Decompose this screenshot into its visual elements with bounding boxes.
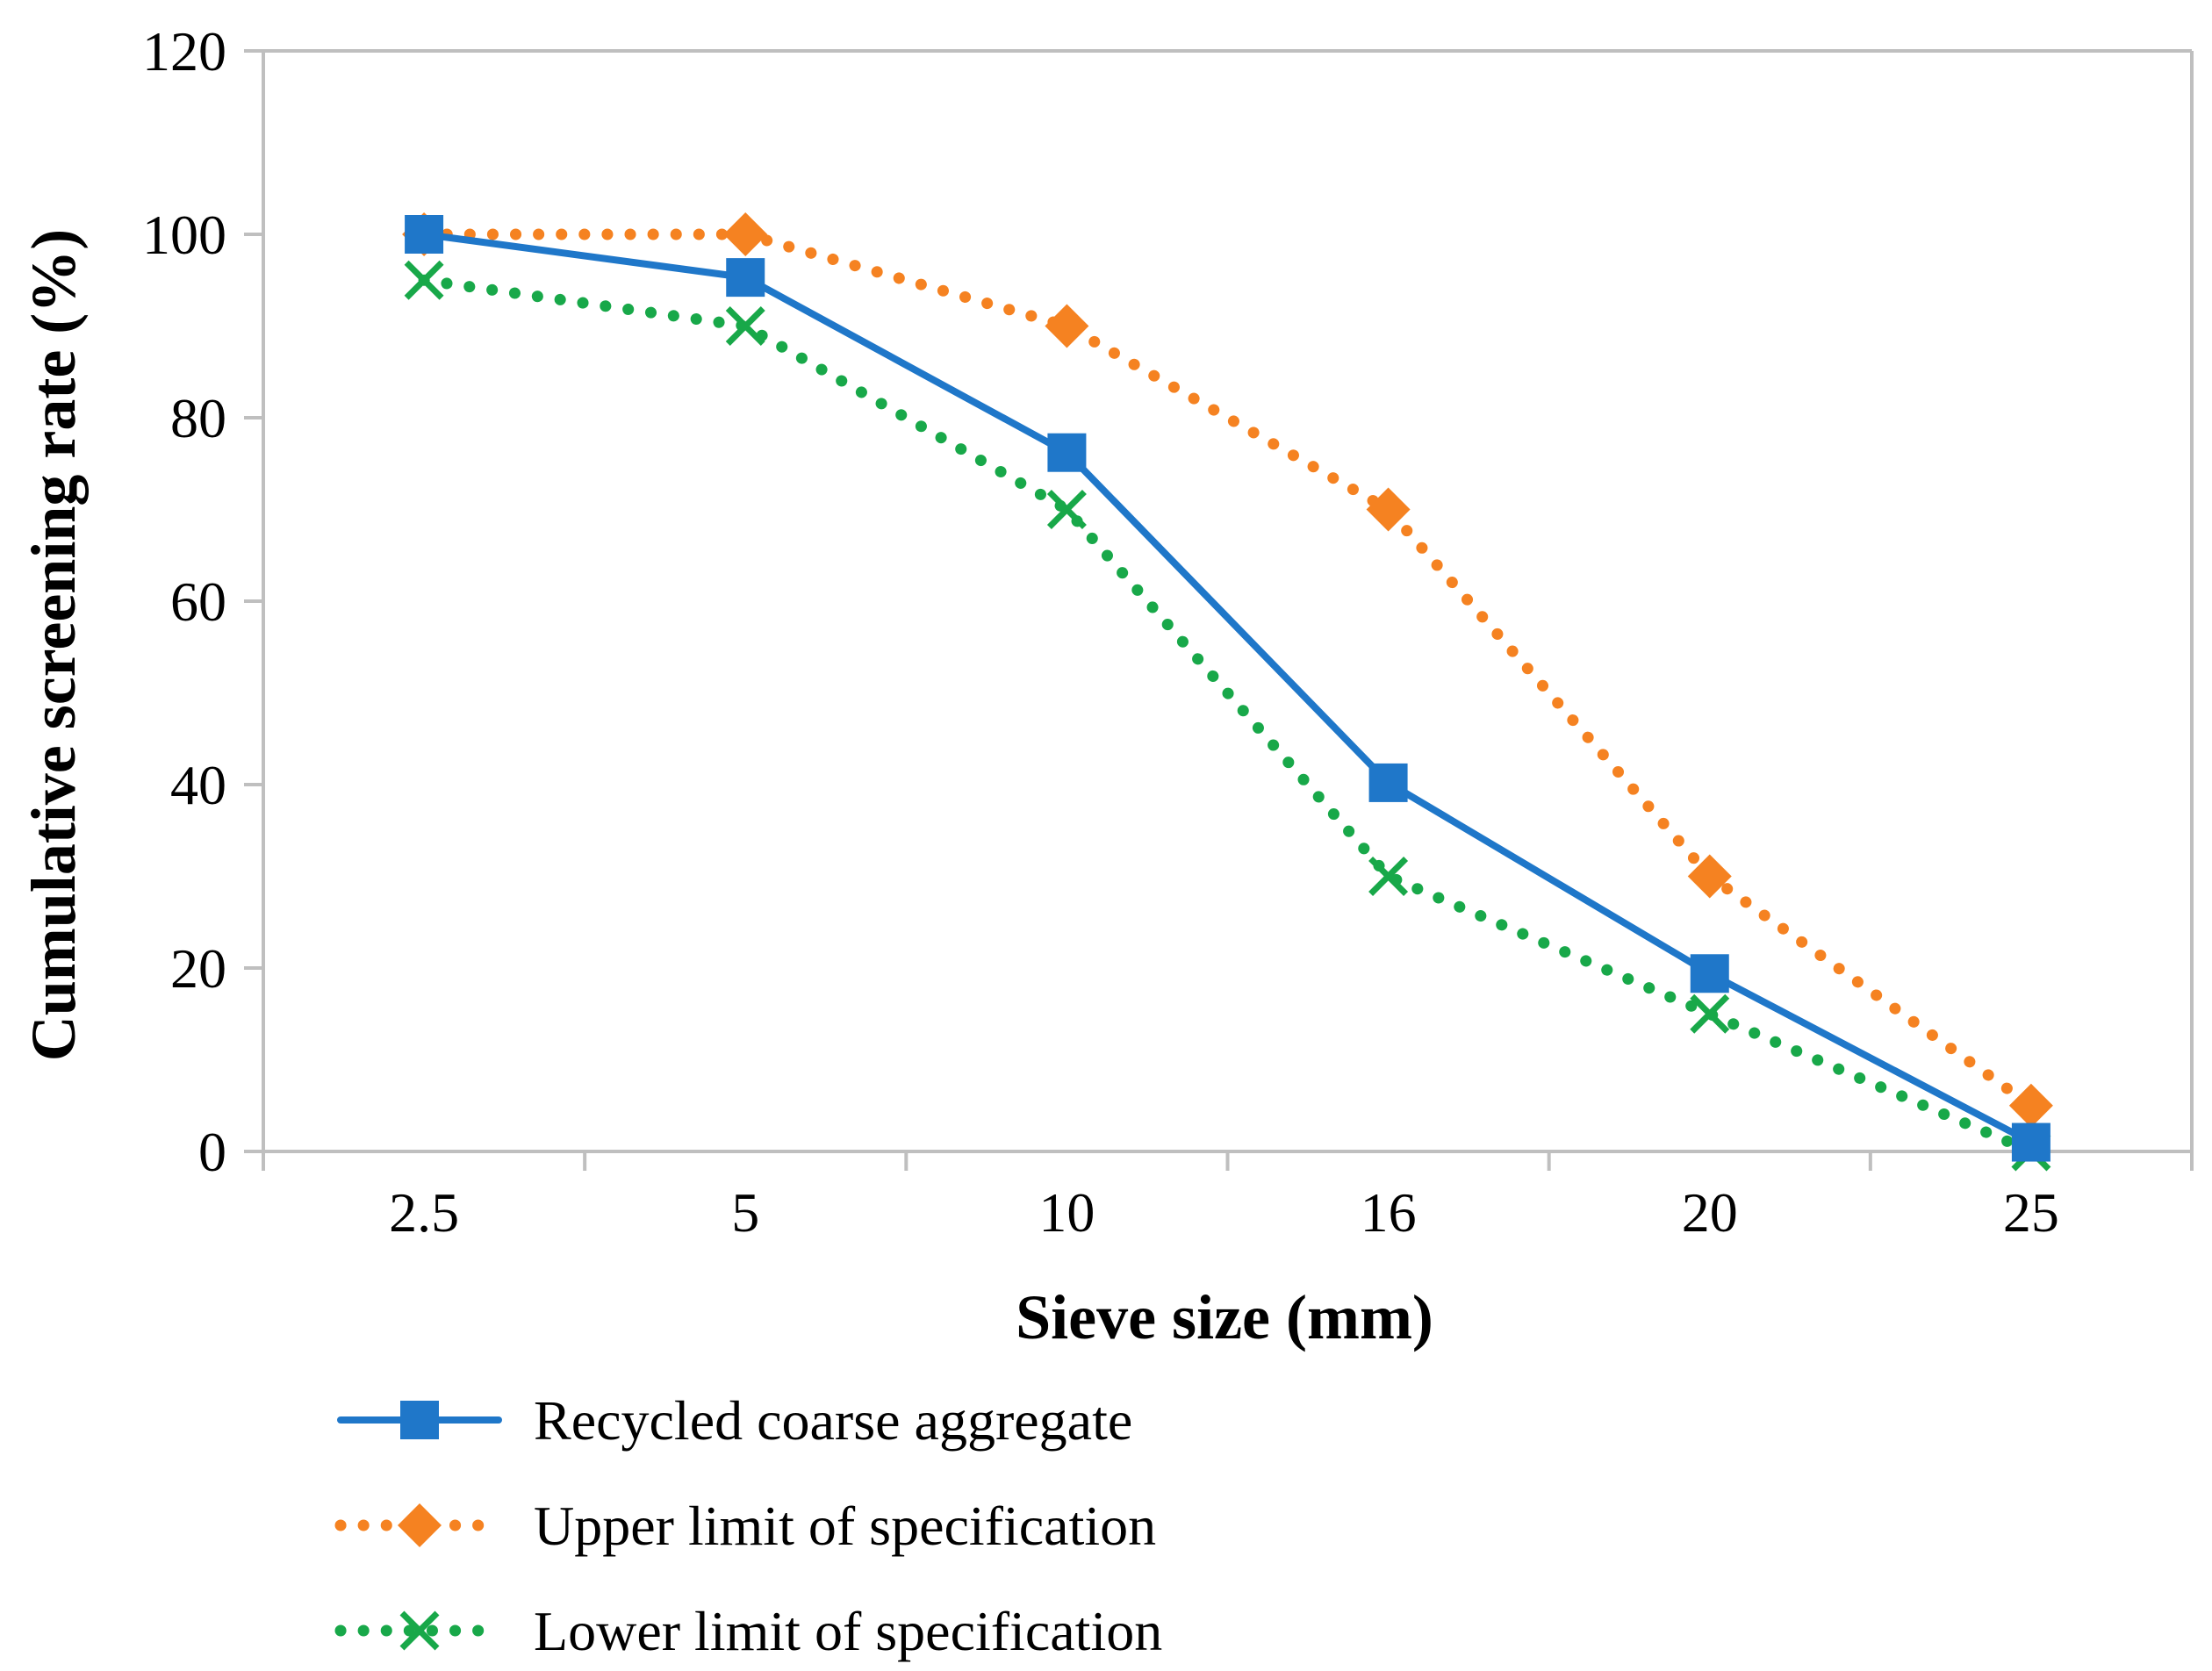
y-tick-label: 0	[198, 1121, 226, 1183]
marker-diamond	[1687, 854, 1732, 899]
legend-label: Upper limit of specification	[534, 1495, 1156, 1557]
x-tick-label: 5	[731, 1181, 759, 1244]
marker-x-stroke	[1046, 490, 1087, 529]
x-tick-label: 25	[2003, 1181, 2059, 1244]
marker-square	[400, 1401, 439, 1439]
marker-x	[1046, 490, 1087, 529]
y-tick-label: 120	[142, 20, 226, 82]
y-tick-label: 100	[142, 204, 226, 266]
marker-diamond	[2008, 1083, 2053, 1128]
y-tick-label: 40	[170, 754, 226, 816]
marker-diamond	[398, 1503, 442, 1547]
marker-x-stroke	[725, 306, 765, 346]
legend-label: Recycled coarse aggregate	[534, 1389, 1132, 1452]
plot-series	[402, 212, 2053, 1172]
marker-x	[725, 306, 765, 346]
x-tick-label: 16	[1361, 1181, 1417, 1244]
marker-square	[726, 258, 765, 298]
marker-square	[405, 215, 444, 254]
series-recycled-coarse-aggregate	[405, 215, 2050, 1162]
marker-x	[399, 1610, 440, 1651]
legend: Recycled coarse aggregate Upper limit of …	[334, 1389, 1162, 1662]
marker-x-stroke	[1690, 993, 1730, 1034]
marker-x-stroke	[404, 260, 444, 300]
series-line	[418, 228, 2037, 1112]
marker-square	[1047, 433, 1087, 472]
x-tick-label: 10	[1038, 1181, 1095, 1244]
legend-label: Lower limit of specification	[534, 1600, 1162, 1662]
marker-x-stroke	[1368, 857, 1409, 896]
marker-x	[1368, 857, 1409, 896]
y-tick-label: 20	[170, 937, 226, 1000]
axes: 0 20 40 60 80 100 120 2.5 5 10 16 20 25	[142, 20, 2194, 1244]
x-axis-title: Sieve size (mm)	[1016, 1282, 1433, 1352]
marker-x-stroke	[399, 1610, 440, 1651]
series-line	[420, 231, 2035, 1146]
legend-item: Upper limit of specification	[334, 1495, 1156, 1557]
legend-item: Lower limit of specification	[334, 1600, 1162, 1662]
y-tick-label: 80	[170, 387, 226, 449]
x-tick-label: 2.5	[389, 1181, 459, 1244]
marker-square	[2011, 1122, 2050, 1162]
x-tick-label: 20	[1682, 1181, 1738, 1244]
y-tick-label: 60	[170, 570, 226, 633]
series-line	[418, 274, 2037, 1158]
marker-x	[1690, 993, 1730, 1034]
marker-diamond	[1045, 304, 1089, 348]
marker-square	[1690, 954, 1729, 993]
marker-diamond	[1366, 487, 1411, 532]
legend-item: Recycled coarse aggregate	[337, 1389, 1132, 1452]
marker-x	[404, 260, 444, 300]
y-axis-title: Cumulative screening rate (%)	[18, 229, 89, 1061]
marker-square	[1368, 763, 1408, 802]
marker-diamond	[723, 212, 768, 256]
